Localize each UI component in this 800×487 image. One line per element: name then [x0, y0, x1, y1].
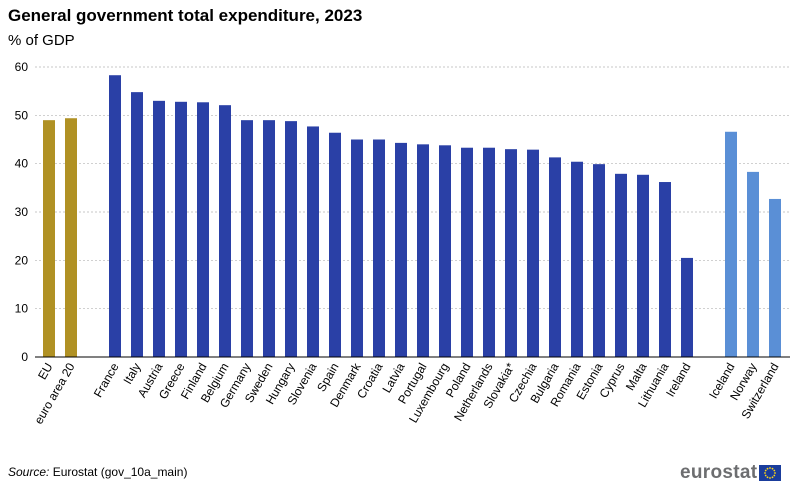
chart-title: General government total expenditure, 20… — [8, 6, 363, 25]
bar — [109, 75, 121, 357]
y-tick-label: 20 — [15, 253, 29, 267]
bar — [285, 121, 297, 357]
y-tick-label: 0 — [21, 350, 28, 364]
bar — [439, 145, 451, 357]
bar — [395, 142, 407, 357]
bar — [461, 147, 473, 357]
bar — [175, 101, 187, 357]
bar — [659, 182, 671, 357]
bar — [307, 126, 319, 357]
chart-subtitle: % of GDP — [8, 32, 75, 49]
eu-flag-icon — [759, 465, 782, 481]
bar — [329, 132, 341, 357]
bar — [769, 198, 781, 357]
source-note: Source: Eurostat (gov_10a_main) — [8, 465, 187, 479]
bar — [637, 174, 649, 357]
bar — [43, 120, 55, 358]
bar — [263, 120, 275, 358]
x-tick-label: EU — [35, 361, 55, 382]
bar — [131, 92, 143, 357]
y-tick-label: 60 — [15, 60, 29, 74]
bar — [527, 149, 539, 357]
bar — [351, 139, 363, 357]
bar — [747, 171, 759, 357]
eurostat-logo[interactable]: eurostat — [680, 462, 782, 484]
y-tick-label: 30 — [15, 205, 29, 219]
bar — [483, 147, 495, 357]
bar — [153, 100, 165, 357]
eurostat-wordmark: eurostat — [680, 462, 758, 483]
bar — [725, 131, 737, 357]
bar — [549, 157, 561, 357]
bar — [681, 257, 693, 357]
bar — [593, 164, 605, 357]
x-tick-label: France — [91, 360, 122, 400]
source-text: Eurostat (gov_10a_main) — [52, 465, 188, 479]
y-tick-label: 10 — [15, 302, 29, 316]
bar — [65, 118, 77, 357]
bar — [615, 173, 627, 357]
bar — [505, 149, 517, 357]
bar — [241, 120, 253, 358]
bar — [571, 161, 583, 357]
bar — [219, 105, 231, 357]
bar — [373, 139, 385, 357]
bar — [197, 102, 209, 358]
bar — [417, 144, 429, 357]
source-label: Source: — [8, 465, 50, 479]
y-tick-label: 40 — [15, 157, 29, 171]
y-tick-label: 50 — [15, 108, 29, 122]
